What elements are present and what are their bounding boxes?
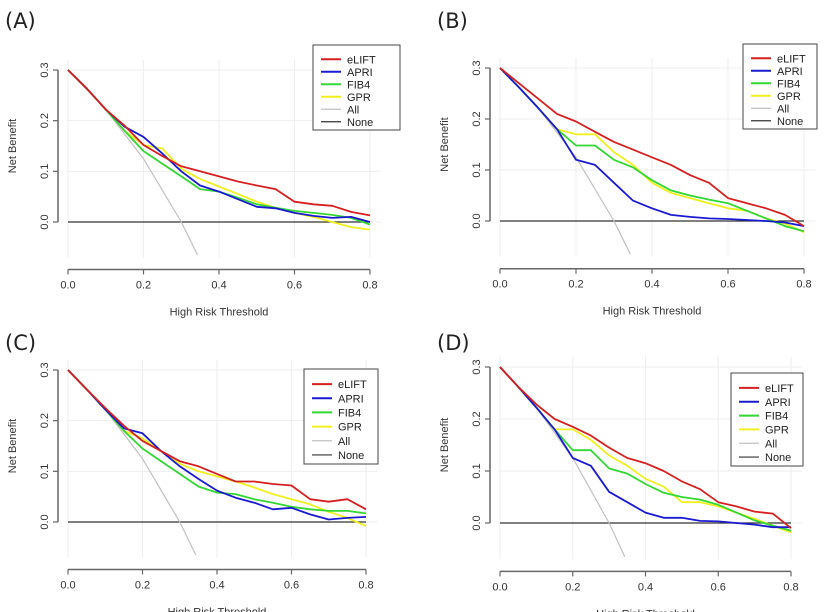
panel-label: (A) <box>5 9 36 33</box>
legend-label: None <box>777 116 803 128</box>
series-line-elift <box>67 69 371 217</box>
legend-label: GPR <box>347 92 371 104</box>
legend-label: eLIFT <box>777 53 806 65</box>
y-tick-label: 0.2 <box>39 413 51 428</box>
x-tick-label: 0.8 <box>362 279 377 291</box>
x-tick-label: 0.4 <box>209 579 224 591</box>
x-tick-label: 0.0 <box>60 579 75 591</box>
legend-label: eLIFT <box>347 54 376 66</box>
panel-label: (B) <box>437 9 468 33</box>
x-axis-title: High Risk Threshold <box>603 306 702 318</box>
legend-label: APRI <box>347 67 373 79</box>
panel-label: (C) <box>5 331 36 355</box>
x-tick-label: 0.6 <box>287 279 302 291</box>
x-axis-title: High Risk Threshold <box>168 606 267 612</box>
panel-b: (B) 0.0 0.2 0.4 0.6 0.8 0.0 0.1 0.2 0.3 High Risk … <box>437 9 818 318</box>
x-tick-label: 0.6 <box>720 279 735 291</box>
y-tick-label: 0.1 <box>39 464 51 479</box>
y-axis-title: Net Benefit <box>439 418 451 472</box>
y-axis-title: Net Benefit <box>439 117 451 171</box>
legend: eLIFT APRI FIB4 GPR All None <box>303 368 379 465</box>
y-axis-title: Net Benefit <box>7 119 19 173</box>
y-tick-label: 0.2 <box>471 411 483 426</box>
series-line-apri <box>499 366 791 529</box>
legend-label: None <box>347 117 373 129</box>
legend-label: FIB4 <box>347 79 370 91</box>
x-tick-label: 0.0 <box>492 581 507 593</box>
x-tick-label: 0.0 <box>60 279 75 291</box>
series-line-all <box>499 366 626 558</box>
panel-c: (C) 0.0 0.2 0.4 0.6 0.8 0.0 0.1 0.2 0.3 High Risk … <box>5 331 379 612</box>
y-tick-label: 0.2 <box>471 111 483 126</box>
y-tick-label: 0.2 <box>39 113 51 128</box>
y-tick-label: 0.0 <box>471 213 483 228</box>
panel-label: (D) <box>437 331 470 355</box>
y-tick-label: 0.0 <box>471 515 483 530</box>
series-line-elift <box>67 369 367 511</box>
legend-label: GPR <box>777 91 801 103</box>
x-tick-label: 0.4 <box>638 581 653 593</box>
x-tick-label: 0.2 <box>135 579 150 591</box>
legend-label: All <box>777 103 789 115</box>
series-line-all <box>499 67 631 255</box>
x-axis-title: High Risk Threshold <box>170 306 269 318</box>
legend-label: All <box>338 436 350 448</box>
x-tick-label: 0.2 <box>565 581 580 593</box>
legend-label: GPR <box>338 422 362 434</box>
legend-label: GPR <box>765 424 789 436</box>
x-tick-label: 0.6 <box>711 581 726 593</box>
y-tick-label: 0.1 <box>471 162 483 177</box>
series-line-elift <box>499 366 792 529</box>
x-tick-label: 0.2 <box>568 279 583 291</box>
y-tick-label: 0.3 <box>39 362 51 377</box>
legend-label: eLIFT <box>338 379 367 391</box>
series-line-fib4 <box>67 369 367 515</box>
legend-label: APRI <box>338 393 364 405</box>
series-line-elift <box>499 67 805 227</box>
legend-label: FIB4 <box>765 411 788 423</box>
x-tick-label: 0.8 <box>783 581 798 593</box>
y-axis-title: Net Benefit <box>7 419 19 473</box>
x-tick-label: 0.8 <box>796 279 811 291</box>
x-tick-label: 0.6 <box>284 579 299 591</box>
panel-d: (D) 0.0 0.2 0.4 0.6 0.8 0.0 0.1 0.2 0.3 High Risk … <box>437 331 804 612</box>
x-tick-label: 0.4 <box>644 279 659 291</box>
legend-label: None <box>338 450 364 462</box>
y-tick-label: 0.1 <box>39 164 51 179</box>
y-tick-label: 0.3 <box>471 60 483 75</box>
y-tick-label: 0.3 <box>39 62 51 77</box>
x-tick-label: 0.4 <box>211 279 226 291</box>
legend-label: All <box>347 104 359 116</box>
legend-label: APRI <box>765 397 791 409</box>
legend-label: APRI <box>777 66 803 78</box>
legend-label: eLIFT <box>765 383 794 395</box>
series-line-apri <box>499 67 805 227</box>
legend-label: FIB4 <box>338 407 361 419</box>
x-tick-label: 0.8 <box>358 579 373 591</box>
legend-label: None <box>765 452 791 464</box>
y-tick-label: 0.3 <box>471 359 483 374</box>
y-tick-label: 0.0 <box>39 514 51 529</box>
legend-label: FIB4 <box>777 78 800 90</box>
x-tick-label: 0.0 <box>492 279 507 291</box>
y-tick-label: 0.1 <box>471 463 483 478</box>
x-axis-title: High Risk Threshold <box>596 608 695 612</box>
panel-a: (A) 0.0 0.2 0.4 0.6 0.8 0.0 0.1 0.2 0.3 High Risk … <box>5 9 401 318</box>
series-line-apri <box>67 369 367 521</box>
x-tick-label: 0.2 <box>136 279 151 291</box>
y-tick-label: 0.0 <box>39 214 51 229</box>
legend-label: All <box>765 438 777 450</box>
series-line-all <box>67 69 199 256</box>
